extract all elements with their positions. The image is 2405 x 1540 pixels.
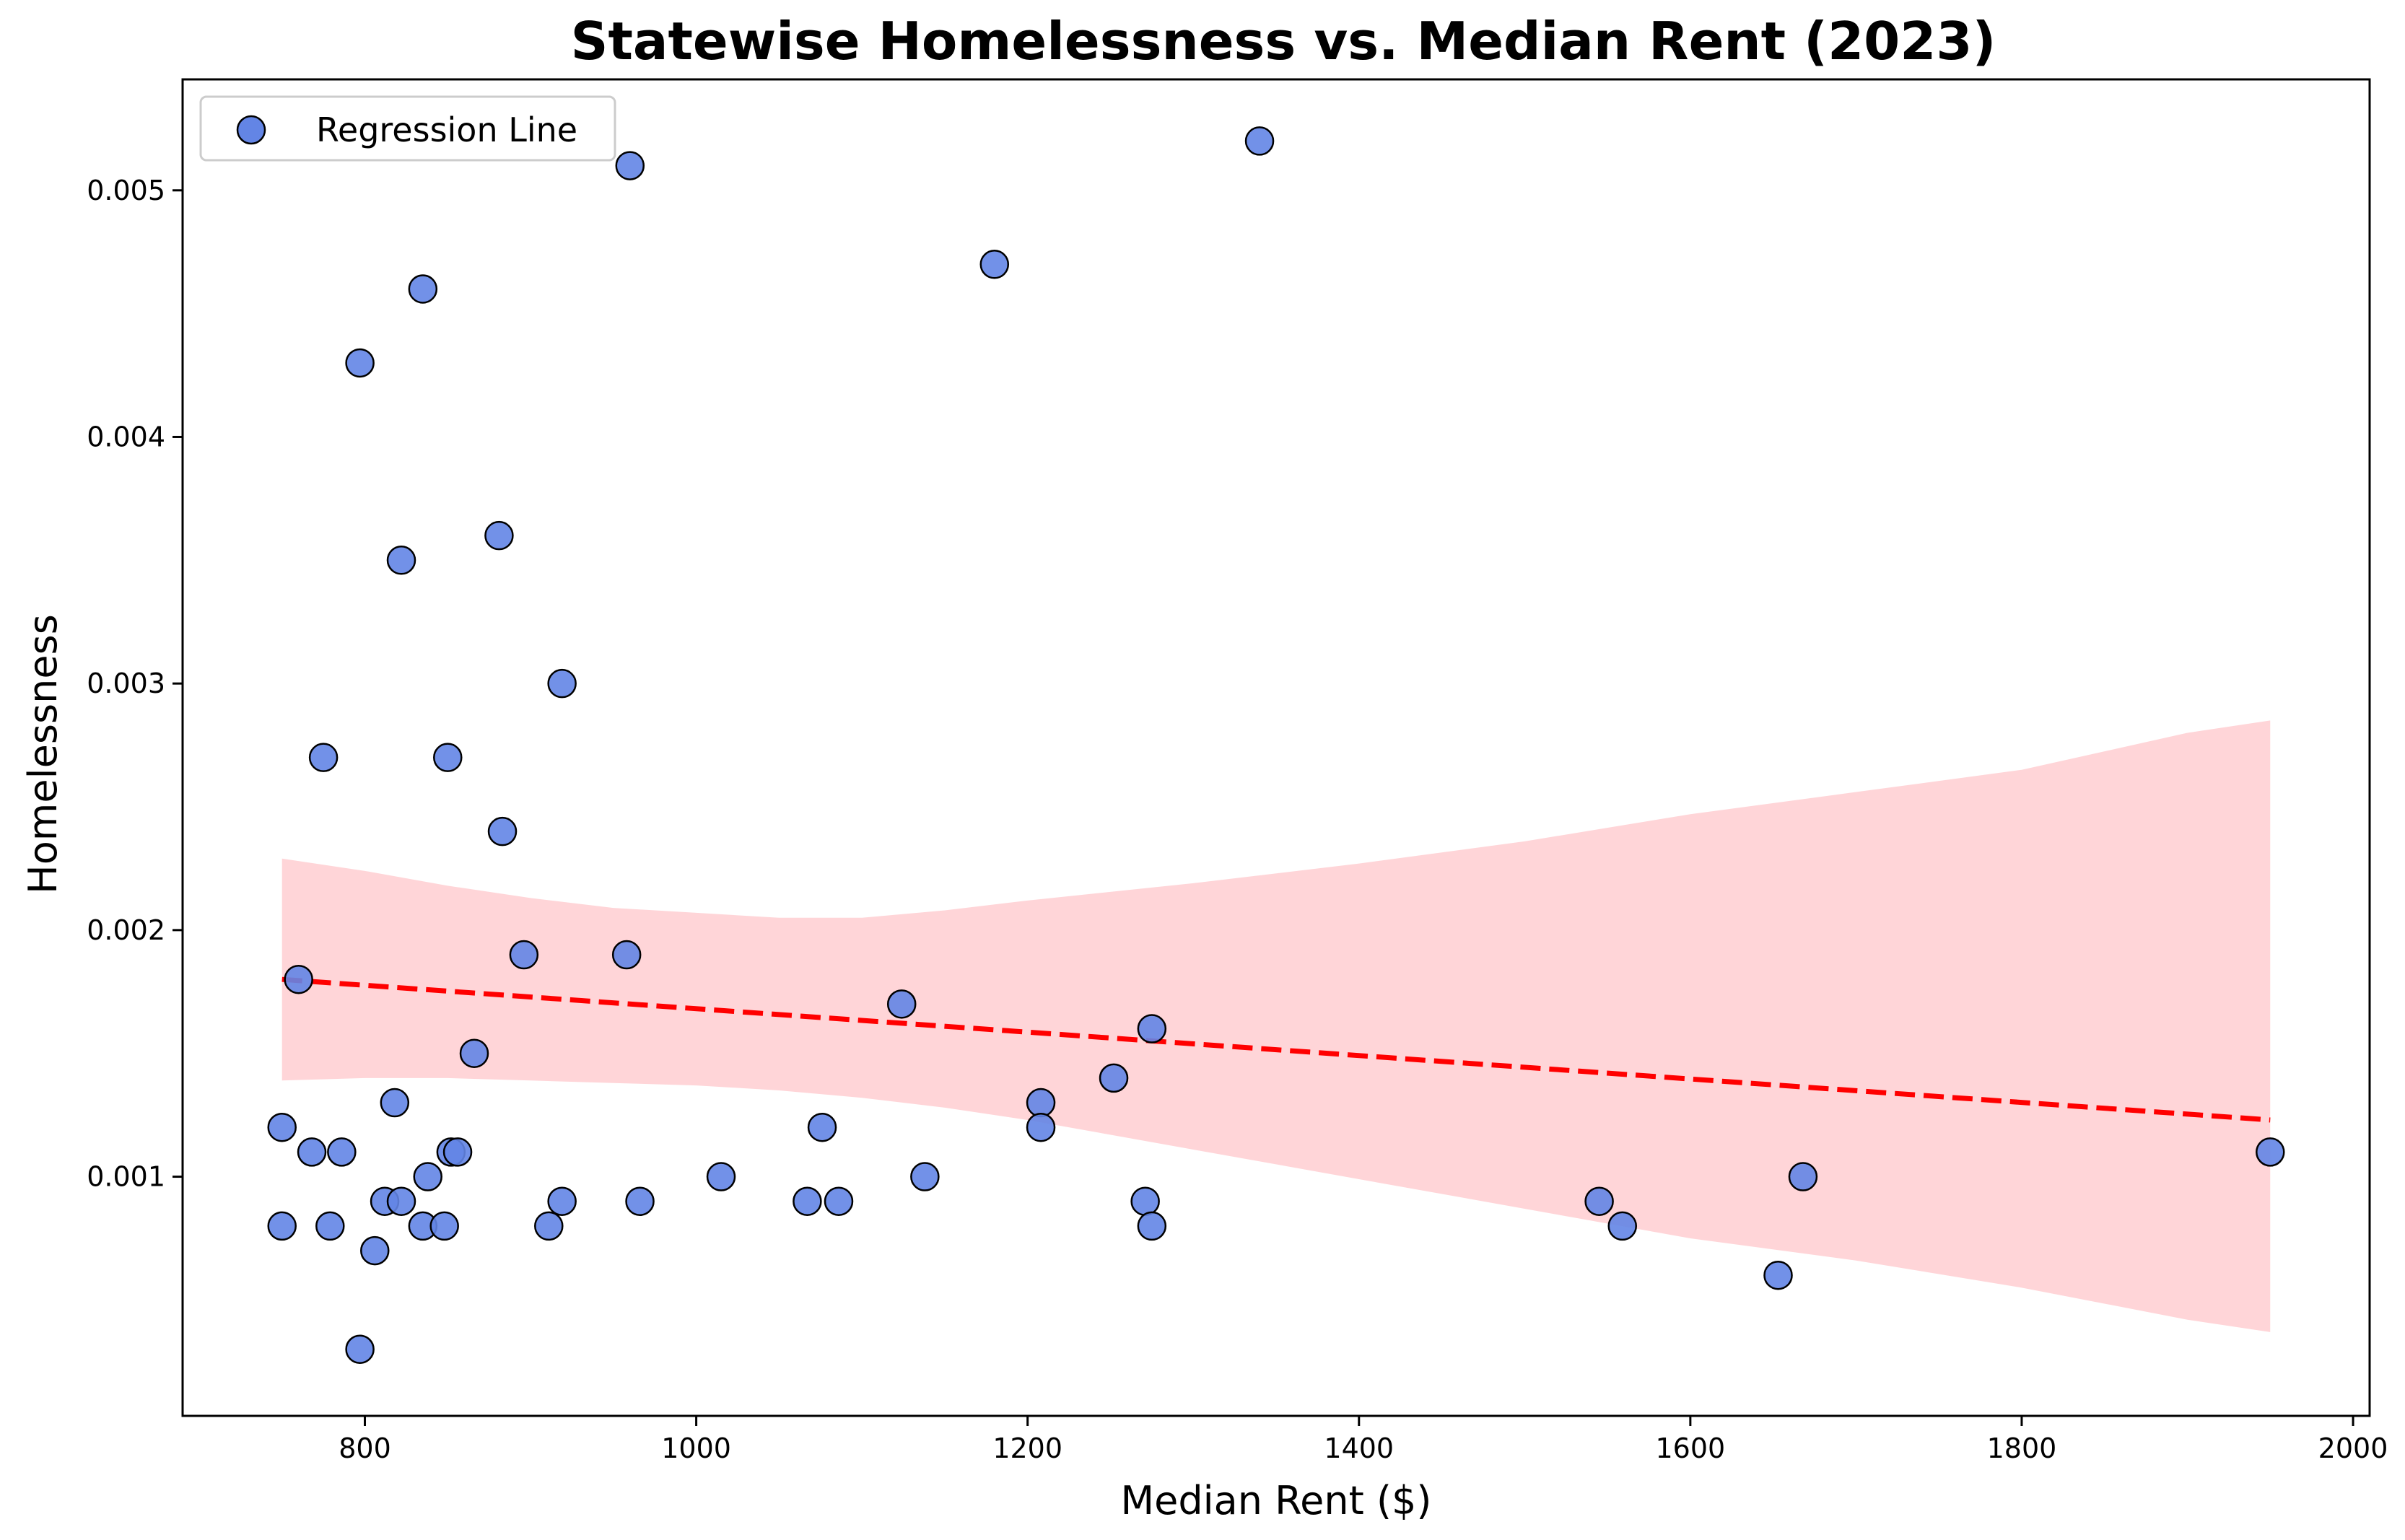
data-point — [979, 250, 1010, 279]
data-point — [284, 964, 313, 994]
data-point — [615, 151, 645, 180]
legend-box — [199, 95, 616, 162]
data-point — [625, 1186, 655, 1216]
regression-line-layer — [281, 976, 2271, 1123]
data-point — [1137, 1211, 1167, 1241]
x-axis-label: Median Rent ($) — [1121, 1478, 1432, 1523]
data-point — [442, 1137, 473, 1167]
data-point — [380, 1088, 410, 1118]
legend: Regression Line — [199, 95, 616, 162]
y-tick-label: 0.003 — [87, 668, 165, 699]
data-point — [886, 989, 917, 1019]
data-point — [308, 743, 339, 772]
confidence-band — [281, 720, 2271, 1332]
data-point — [1244, 126, 1275, 156]
x-axis-ticks: 800 1000 1200 1400 1600 1800 2000 — [339, 1416, 2388, 1464]
data-point — [611, 940, 642, 970]
x-tick-label: 1200 — [992, 1432, 1062, 1464]
data-point — [807, 1112, 837, 1142]
data-point — [1763, 1260, 1793, 1290]
data-point — [297, 1137, 327, 1167]
data-point — [487, 816, 518, 846]
data-point — [413, 1162, 442, 1191]
data-point — [1130, 1186, 1160, 1216]
data-point — [706, 1162, 736, 1191]
y-tick-label: 0.001 — [87, 1161, 165, 1193]
data-point — [1788, 1162, 1818, 1191]
chart-title: Statewise Homelessness vs. Median Rent (… — [571, 11, 1996, 71]
data-point — [910, 1162, 940, 1191]
data-point — [386, 546, 416, 575]
legend-label: Regression Line — [316, 110, 577, 149]
data-point — [484, 520, 514, 551]
data-point — [345, 348, 375, 378]
data-point — [327, 1137, 357, 1167]
y-axis-ticks: 0.001 0.002 0.003 0.004 0.005 — [87, 175, 183, 1193]
data-point — [1607, 1211, 1637, 1241]
data-point — [509, 940, 539, 970]
data-point — [386, 1186, 416, 1216]
data-points-layer — [267, 126, 2285, 1364]
data-point — [547, 1186, 577, 1216]
y-axis-label: Homelessness — [20, 614, 66, 894]
data-point — [534, 1211, 564, 1241]
data-point — [2256, 1137, 2285, 1167]
confidence-band-layer — [281, 720, 2271, 1332]
data-point — [267, 1211, 297, 1241]
regression-line — [281, 976, 2271, 1123]
data-point — [1584, 1186, 1614, 1216]
data-point — [1026, 1112, 1056, 1142]
x-tick-label: 1800 — [1987, 1432, 2057, 1464]
data-point — [1099, 1063, 1129, 1093]
data-point — [315, 1211, 345, 1241]
y-tick-label: 0.002 — [87, 914, 165, 946]
x-tick-label: 1000 — [661, 1432, 731, 1464]
y-tick-label: 0.004 — [87, 421, 165, 452]
x-tick-label: 1600 — [1656, 1432, 1726, 1464]
data-point — [345, 1334, 375, 1364]
y-tick-label: 0.005 — [87, 175, 165, 206]
data-point — [1026, 1088, 1056, 1118]
plot-frame — [181, 78, 2371, 1417]
data-point — [429, 1211, 459, 1241]
x-tick-label: 2000 — [2318, 1432, 2388, 1464]
data-point — [267, 1112, 297, 1142]
legend-marker — [236, 115, 266, 145]
data-point — [459, 1038, 489, 1068]
data-point — [793, 1186, 822, 1216]
data-point — [824, 1186, 854, 1216]
data-point — [1137, 1014, 1167, 1044]
x-tick-label: 1400 — [1324, 1432, 1394, 1464]
data-point — [547, 668, 577, 699]
data-point — [360, 1235, 390, 1266]
x-tick-label: 800 — [339, 1432, 391, 1464]
data-point — [408, 274, 438, 304]
data-point — [433, 743, 463, 772]
